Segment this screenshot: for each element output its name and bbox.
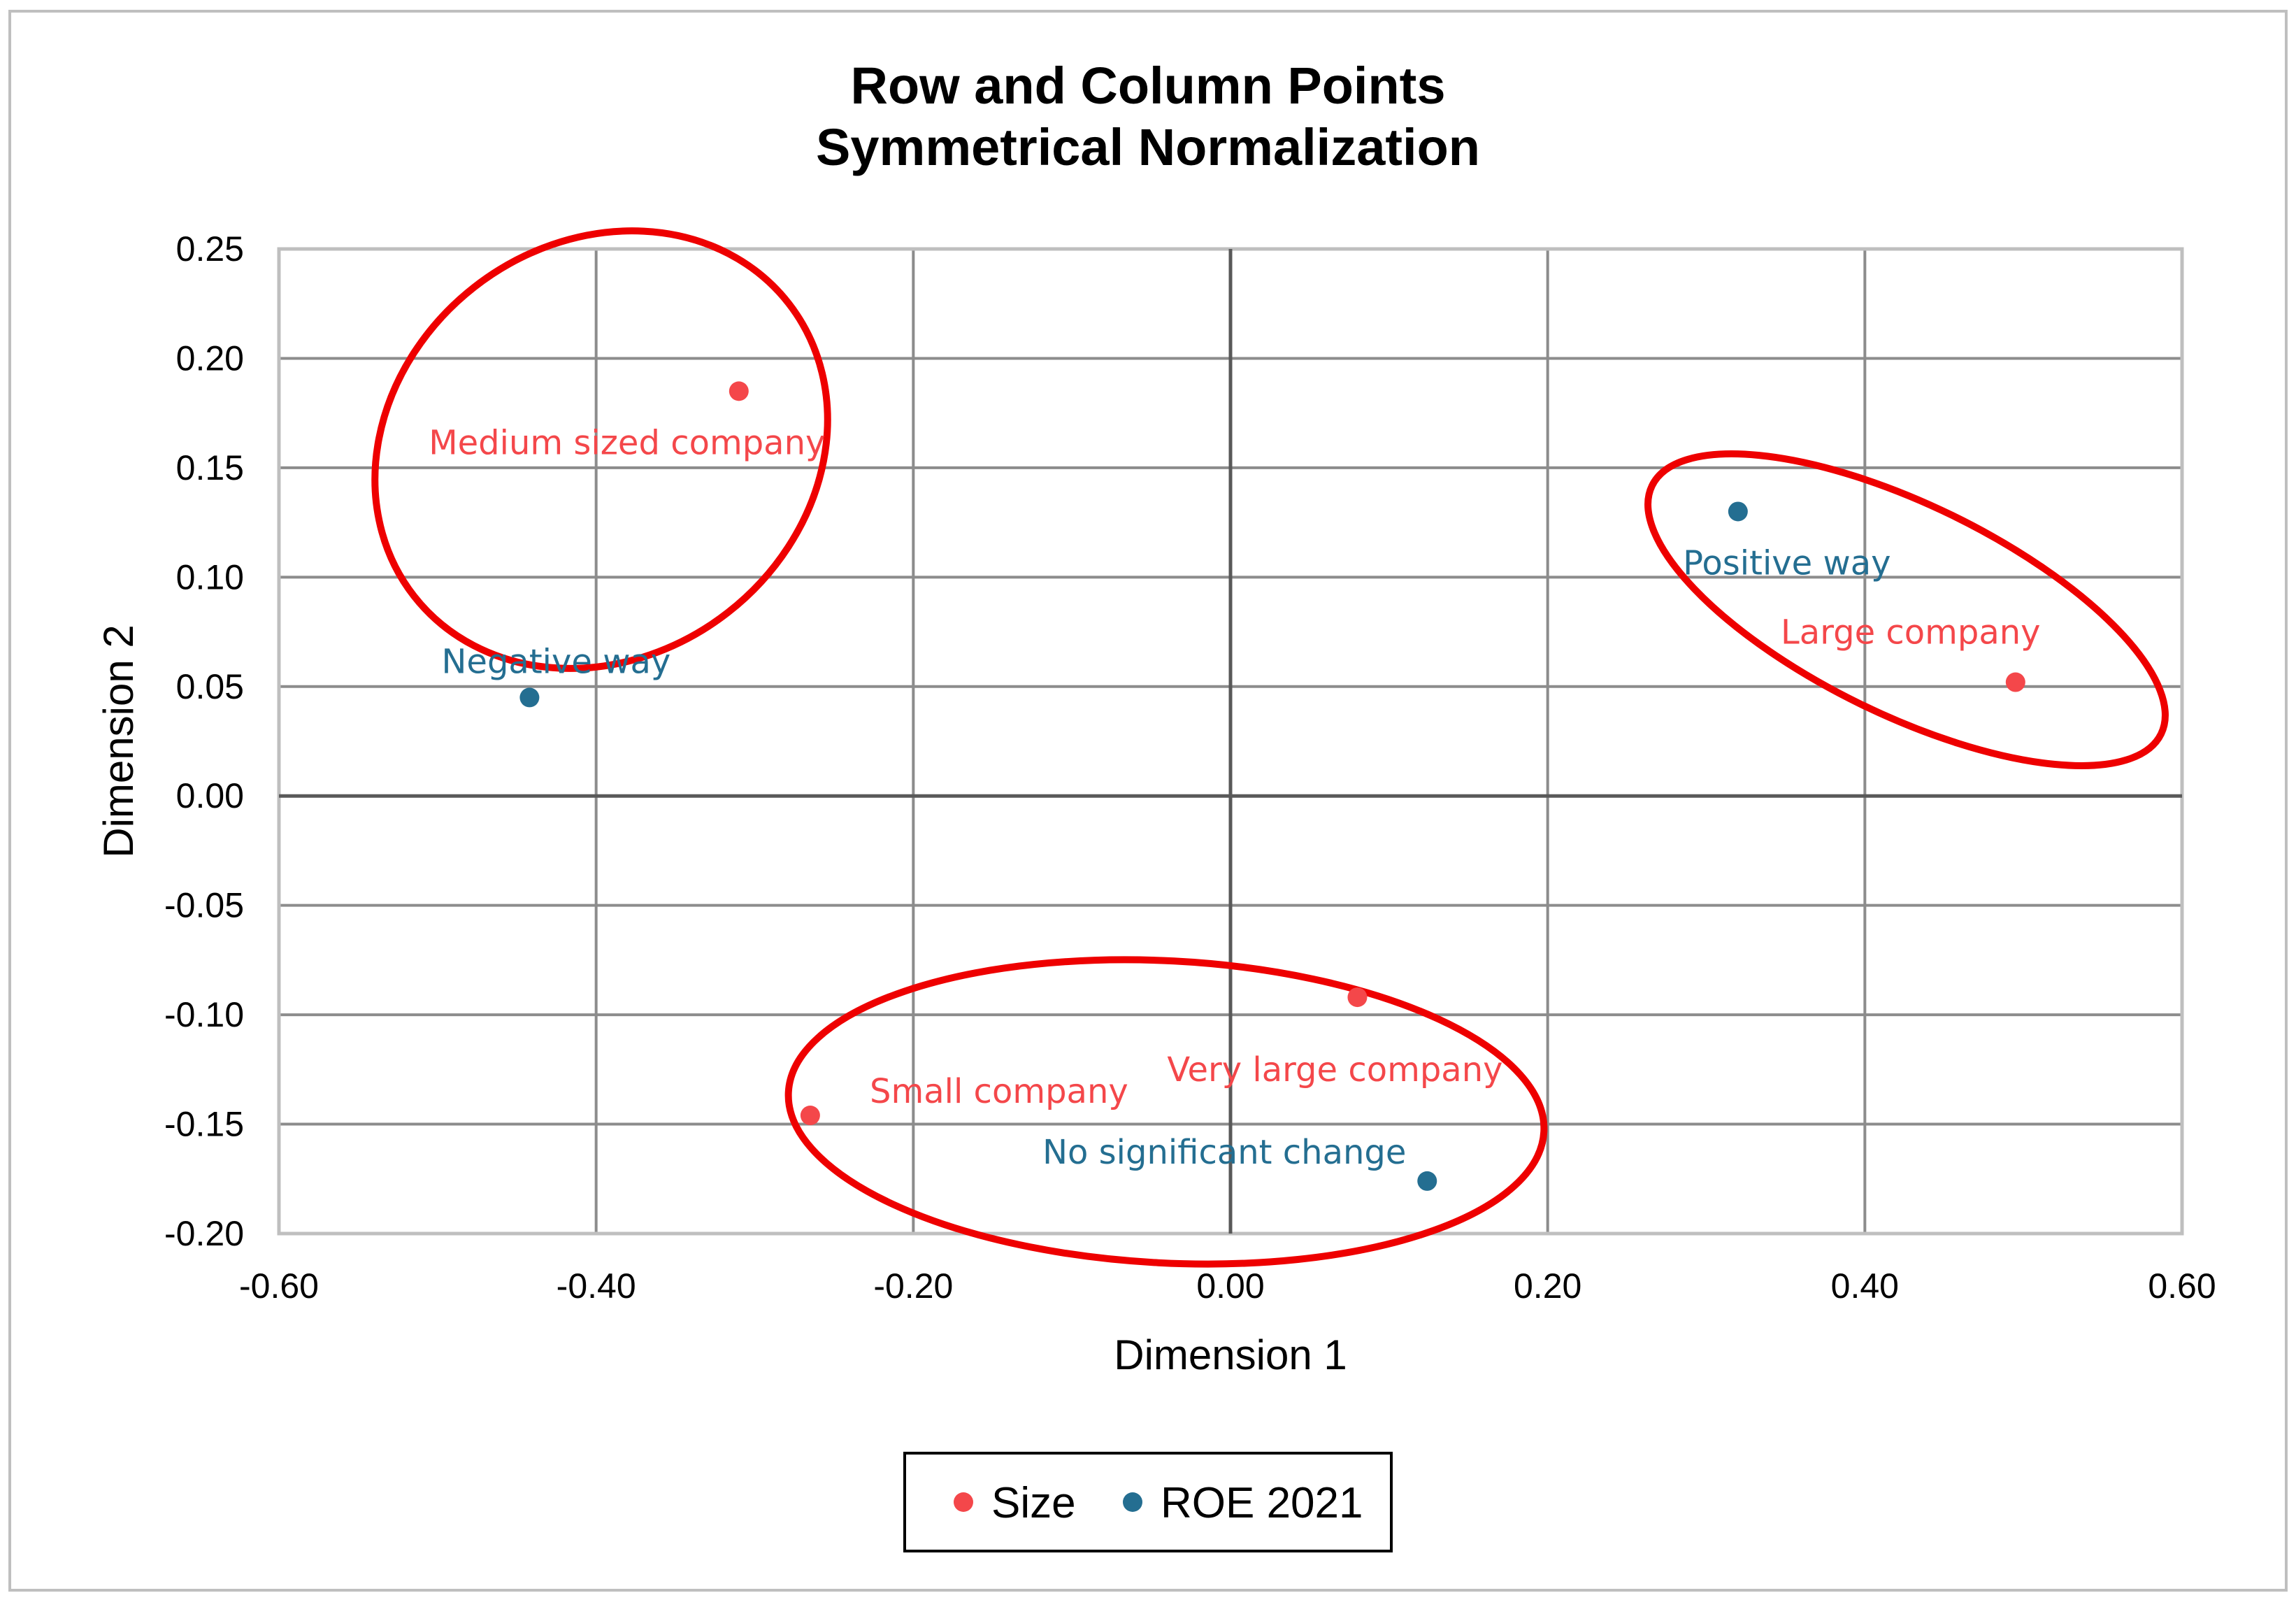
y-tick-label: 0.15: [176, 448, 244, 487]
legend-box: [903, 1452, 1393, 1552]
y-tick-label: -0.15: [164, 1105, 244, 1144]
x-tick-label: 0.40: [1831, 1266, 1899, 1306]
cluster-ellipse: [1644, 450, 2169, 769]
point-label: Small company: [870, 1072, 1128, 1111]
y-tick-label: 0.20: [176, 338, 244, 378]
y-tick-label: -0.10: [164, 995, 244, 1034]
chart-title: Row and Column Points: [851, 57, 1446, 115]
point-label: No significant change: [1042, 1133, 1406, 1172]
x-tick-label: 0.00: [1196, 1266, 1264, 1306]
legend-label-roe: ROE 2021: [1161, 1479, 1363, 1527]
data-point: [1347, 987, 1368, 1008]
axes: -0.60 -0.40 -0.20 0.00 0.20 0.40 0.60 0.25 0.20 0…: [164, 229, 2216, 1306]
chart-subtitle: Symmetrical Normalization: [816, 118, 1480, 176]
legend-marker-roe: [1123, 1492, 1142, 1512]
data-point: [1728, 501, 1748, 522]
point-label: Positive way: [1683, 543, 1890, 583]
y-tick-label: 0.00: [176, 776, 244, 815]
y-tick-label: 0.25: [176, 229, 244, 269]
x-tick-label: -0.40: [557, 1266, 636, 1306]
legend-marker-size: [954, 1492, 973, 1512]
point-label: Large company: [1781, 613, 2041, 652]
y-tick-label: 0.05: [176, 667, 244, 706]
point-label: Negative way: [442, 642, 671, 681]
point-label: Very large company: [1167, 1050, 1502, 1090]
x-tick-label: -0.60: [239, 1266, 319, 1306]
x-tick-label: 0.20: [1514, 1266, 1581, 1306]
data-point: [2005, 672, 2025, 692]
y-axis-label: Dimension 2: [95, 624, 142, 858]
data-points: Medium sized company Large company Very la…: [429, 381, 2041, 1191]
y-tick-label: -0.20: [164, 1214, 244, 1253]
cluster-ellipse: [371, 227, 831, 672]
x-axis-label: Dimension 1: [1114, 1331, 1347, 1378]
data-point: [800, 1106, 820, 1126]
point-label: Medium sized company: [429, 423, 825, 462]
chart-frame: [8, 10, 2288, 1592]
legend-label-size: Size: [991, 1479, 1076, 1527]
data-point: [729, 381, 749, 401]
cluster-ellipse: [784, 956, 1548, 1268]
legend: Size ROE 2021: [903, 1452, 1393, 1552]
x-tick-label: 0.60: [2148, 1266, 2216, 1306]
cluster-ellipses: [371, 227, 2169, 1268]
data-point: [519, 687, 540, 708]
data-point: [1417, 1171, 1437, 1191]
x-tick-label: -0.20: [873, 1266, 953, 1306]
y-tick-label: 0.10: [176, 557, 244, 597]
y-tick-label: -0.05: [164, 886, 244, 925]
